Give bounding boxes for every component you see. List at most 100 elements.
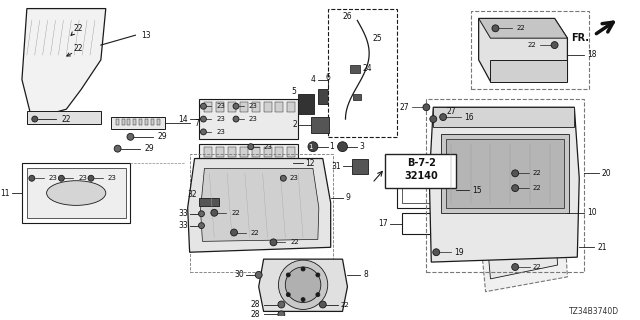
Bar bbox=[133, 119, 136, 125]
Bar bbox=[252, 102, 260, 112]
Bar bbox=[402, 213, 449, 235]
Text: 19: 19 bbox=[454, 248, 463, 257]
Bar bbox=[127, 119, 131, 125]
Text: 22: 22 bbox=[61, 115, 71, 124]
Text: 17: 17 bbox=[378, 219, 388, 228]
Text: 4: 4 bbox=[311, 75, 316, 84]
Bar bbox=[151, 119, 154, 125]
Circle shape bbox=[211, 209, 218, 216]
Circle shape bbox=[278, 260, 328, 309]
Text: 27: 27 bbox=[400, 103, 410, 112]
Bar bbox=[240, 102, 248, 112]
Circle shape bbox=[285, 267, 321, 302]
Bar bbox=[298, 94, 314, 114]
Bar bbox=[240, 147, 248, 156]
Text: 22: 22 bbox=[527, 42, 536, 48]
Text: 22: 22 bbox=[533, 264, 541, 270]
Bar bbox=[145, 119, 148, 125]
Bar bbox=[228, 102, 236, 112]
Circle shape bbox=[200, 116, 206, 122]
Circle shape bbox=[29, 175, 35, 181]
Text: 30: 30 bbox=[234, 270, 244, 279]
Polygon shape bbox=[429, 107, 579, 262]
Text: 1: 1 bbox=[330, 142, 335, 151]
Bar bbox=[264, 102, 271, 112]
Bar bbox=[446, 139, 564, 208]
Text: 13: 13 bbox=[141, 31, 151, 40]
Text: 1: 1 bbox=[308, 144, 313, 150]
Circle shape bbox=[233, 103, 239, 109]
Circle shape bbox=[280, 175, 286, 181]
Text: 15: 15 bbox=[472, 186, 481, 195]
Polygon shape bbox=[433, 107, 574, 127]
Bar bbox=[252, 147, 260, 156]
Circle shape bbox=[200, 129, 206, 135]
Text: 23: 23 bbox=[216, 116, 225, 122]
Bar bbox=[471, 11, 589, 90]
Text: 24: 24 bbox=[362, 64, 372, 73]
Bar bbox=[426, 99, 584, 272]
Bar bbox=[311, 117, 329, 133]
Circle shape bbox=[430, 116, 436, 123]
Circle shape bbox=[200, 103, 206, 109]
Text: 23: 23 bbox=[216, 129, 225, 135]
Text: 9: 9 bbox=[346, 194, 350, 203]
Bar bbox=[275, 102, 284, 112]
Circle shape bbox=[127, 133, 134, 140]
Circle shape bbox=[88, 175, 94, 181]
Text: 23: 23 bbox=[216, 103, 225, 109]
Polygon shape bbox=[111, 117, 165, 129]
Circle shape bbox=[248, 144, 253, 150]
Circle shape bbox=[512, 185, 518, 192]
Bar bbox=[122, 119, 125, 125]
Bar bbox=[228, 147, 236, 156]
Text: 33: 33 bbox=[178, 209, 188, 218]
Polygon shape bbox=[490, 60, 568, 82]
Text: 12: 12 bbox=[305, 159, 314, 168]
Bar bbox=[353, 158, 368, 174]
Circle shape bbox=[255, 271, 262, 278]
Circle shape bbox=[233, 116, 239, 122]
Text: 23: 23 bbox=[249, 116, 258, 122]
Text: 22: 22 bbox=[533, 170, 541, 176]
Circle shape bbox=[198, 223, 204, 228]
Text: 23: 23 bbox=[49, 175, 58, 181]
Polygon shape bbox=[259, 259, 348, 311]
Polygon shape bbox=[200, 168, 319, 241]
Polygon shape bbox=[486, 151, 557, 279]
Circle shape bbox=[433, 249, 440, 256]
Text: 2: 2 bbox=[292, 121, 297, 130]
Text: 22: 22 bbox=[516, 25, 525, 31]
Polygon shape bbox=[479, 19, 568, 38]
Circle shape bbox=[301, 298, 305, 301]
Text: 27: 27 bbox=[446, 107, 456, 116]
Circle shape bbox=[270, 239, 277, 246]
Bar bbox=[264, 147, 271, 156]
Bar bbox=[318, 90, 337, 104]
Bar bbox=[116, 119, 118, 125]
Circle shape bbox=[32, 116, 38, 122]
Text: 23: 23 bbox=[249, 103, 258, 109]
Bar bbox=[216, 102, 224, 112]
Bar bbox=[397, 173, 456, 208]
Bar bbox=[200, 198, 220, 206]
Text: 22: 22 bbox=[74, 44, 83, 52]
Circle shape bbox=[301, 267, 305, 271]
Circle shape bbox=[440, 114, 447, 121]
Circle shape bbox=[316, 293, 320, 297]
Text: 16: 16 bbox=[464, 113, 474, 122]
Bar bbox=[189, 154, 333, 272]
Polygon shape bbox=[188, 158, 331, 252]
Polygon shape bbox=[479, 139, 568, 292]
Text: 10: 10 bbox=[587, 208, 596, 217]
Text: 22: 22 bbox=[231, 210, 240, 216]
Bar bbox=[287, 147, 295, 156]
Circle shape bbox=[492, 25, 499, 32]
Text: 31: 31 bbox=[331, 162, 340, 171]
Text: 22: 22 bbox=[340, 301, 349, 308]
Polygon shape bbox=[479, 19, 568, 82]
Circle shape bbox=[423, 104, 430, 111]
Text: 29: 29 bbox=[157, 132, 166, 141]
Text: 32: 32 bbox=[187, 189, 196, 198]
Text: 3: 3 bbox=[359, 142, 364, 151]
